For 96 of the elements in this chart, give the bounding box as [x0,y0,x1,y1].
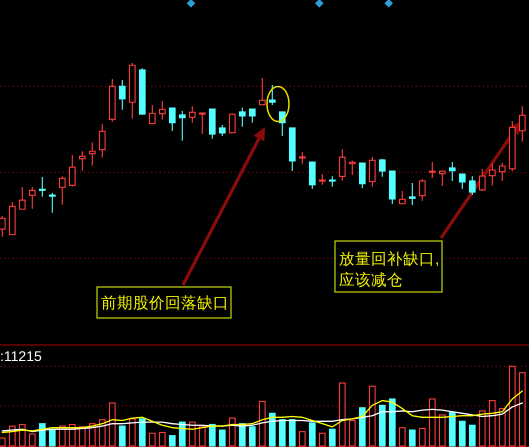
bar [358,407,366,447]
candlestick [448,161,456,182]
candlestick [78,150,86,172]
bar [208,424,216,447]
bar [408,430,416,447]
bar [0,437,6,447]
candlestick [468,176,476,196]
bar [148,432,156,447]
candlestick [48,192,56,214]
text: 放量回补缺口, [339,250,440,268]
candlestick [428,161,436,179]
candlestick [378,158,386,178]
bar [338,382,346,447]
candlestick [128,62,136,120]
candlestick [288,127,296,172]
bar [308,422,316,447]
bar [318,432,326,447]
candlestick [298,152,306,164]
candlestick [88,142,96,166]
candlestick [508,120,516,172]
candlestick [248,108,256,124]
bar [378,404,386,447]
candlestick [308,161,316,190]
candlestick [138,68,146,116]
bar [48,430,56,447]
bar [498,408,506,447]
candlestick [168,107,176,132]
candlestick [28,186,36,210]
candlestick [338,148,346,182]
candlestick [348,160,356,176]
bar [428,398,436,447]
text: 应该减仓 [339,271,403,289]
candlestick [208,108,216,140]
candlestick [228,112,236,134]
candlestick [398,190,406,204]
candlestick [258,77,266,106]
candlestick [0,215,6,238]
candlestick [218,124,226,137]
candlestick [188,106,196,124]
bar [288,419,296,447]
bar [418,428,426,447]
bar [28,433,36,447]
candlestick [58,176,66,206]
candlestick [418,178,426,202]
bar [278,419,286,447]
candlestick [108,78,116,122]
candlestick [38,176,46,198]
candlestick [8,201,16,236]
bar [298,431,306,447]
bar [448,412,456,447]
bar [158,432,166,447]
bar [328,428,336,447]
bar [138,418,146,447]
candlestick [458,173,466,190]
bar [348,420,356,447]
candlestick [178,110,186,142]
bar [438,414,446,447]
text: :11215 [0,348,42,364]
candlestick [318,173,326,186]
candlestick [478,168,486,192]
bar [108,402,116,447]
bar [488,400,496,447]
candlestick [408,182,416,206]
candlestick [358,162,366,189]
bar [508,366,516,447]
candlestick [98,123,106,158]
text: 前期股价回落缺口 [101,294,229,312]
candlestick [498,162,506,182]
candlestick [18,186,26,210]
candlestick [438,170,446,187]
bar [458,420,466,447]
bar [478,410,486,447]
bar [248,426,256,447]
candlestick [518,106,526,142]
bar [368,386,376,447]
bar [398,427,406,447]
candlestick [328,176,336,188]
bar [518,372,526,447]
bar [388,398,396,447]
candlestick [388,170,396,205]
bar [218,430,226,447]
bar [118,426,126,447]
bar [128,418,136,447]
candlestick [268,84,276,106]
bar [228,418,236,447]
candlestick [198,112,206,135]
candlestick [148,104,156,124]
candlestick [118,79,126,110]
bar [468,424,476,447]
candlestick [238,107,246,128]
candlestick [368,156,376,188]
candlestick [158,100,166,120]
bar [258,400,266,447]
candlestick [68,154,76,188]
bar [168,435,176,447]
candlestick [488,162,496,186]
